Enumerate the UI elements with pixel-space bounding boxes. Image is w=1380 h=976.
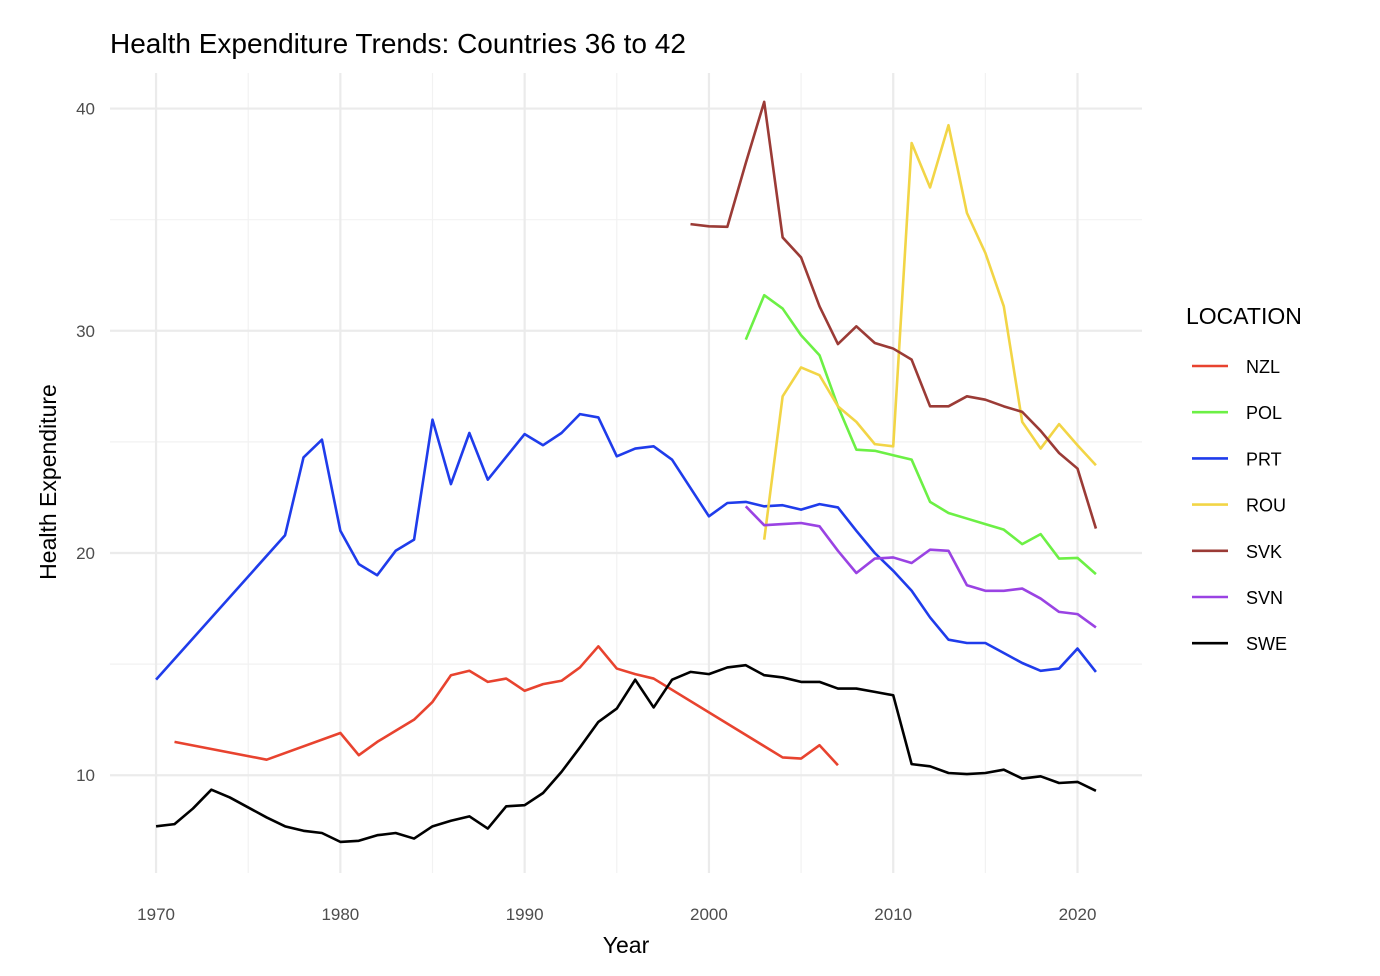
grid [110, 73, 1142, 873]
legend-label-nzl: NZL [1246, 357, 1280, 377]
y-tick-label: 10 [76, 766, 95, 785]
legend-label-swe: SWE [1246, 634, 1287, 654]
y-tick-label: 30 [76, 322, 95, 341]
x-tick-label: 1980 [321, 905, 359, 924]
x-tick-label: 2000 [690, 905, 728, 924]
series-line-nzl [174, 645, 839, 767]
legend-label-pol: POL [1246, 403, 1282, 423]
series-lines [155, 100, 1098, 844]
y-axis-ticks: 10 20 30 40 [76, 100, 95, 786]
x-axis-ticks: 1970 1980 1990 2000 2010 2020 [137, 905, 1096, 924]
x-tick-label: 1970 [137, 905, 175, 924]
y-axis-title: Health Expenditure [35, 384, 61, 580]
x-tick-label: 2010 [874, 905, 912, 924]
legend-label-rou: ROU [1246, 496, 1286, 516]
chart-title: Health Expenditure Trends: Countries 36 … [110, 28, 686, 59]
series-line-swe [155, 663, 1097, 844]
legend-title: LOCATION [1186, 303, 1302, 329]
y-tick-label: 20 [76, 544, 95, 563]
legend-items: NZL POL PRT ROU SVK SVN SWE [1192, 357, 1287, 654]
series-line-rou [762, 123, 1097, 540]
legend: LOCATION NZL POL PRT ROU SVK SVN SWE [1186, 303, 1302, 654]
series-line-pol [744, 293, 1097, 576]
legend-label-svn: SVN [1246, 588, 1283, 608]
legend-label-prt: PRT [1246, 449, 1282, 469]
series-line-prt [155, 412, 1097, 681]
series-line-svn [744, 505, 1097, 629]
x-tick-label: 1990 [506, 905, 544, 924]
x-tick-label: 2020 [1059, 905, 1097, 924]
x-axis-title: Year [603, 932, 650, 958]
y-tick-label: 40 [76, 100, 95, 119]
legend-label-svk: SVK [1246, 542, 1282, 562]
series-line-svk [690, 100, 1098, 529]
